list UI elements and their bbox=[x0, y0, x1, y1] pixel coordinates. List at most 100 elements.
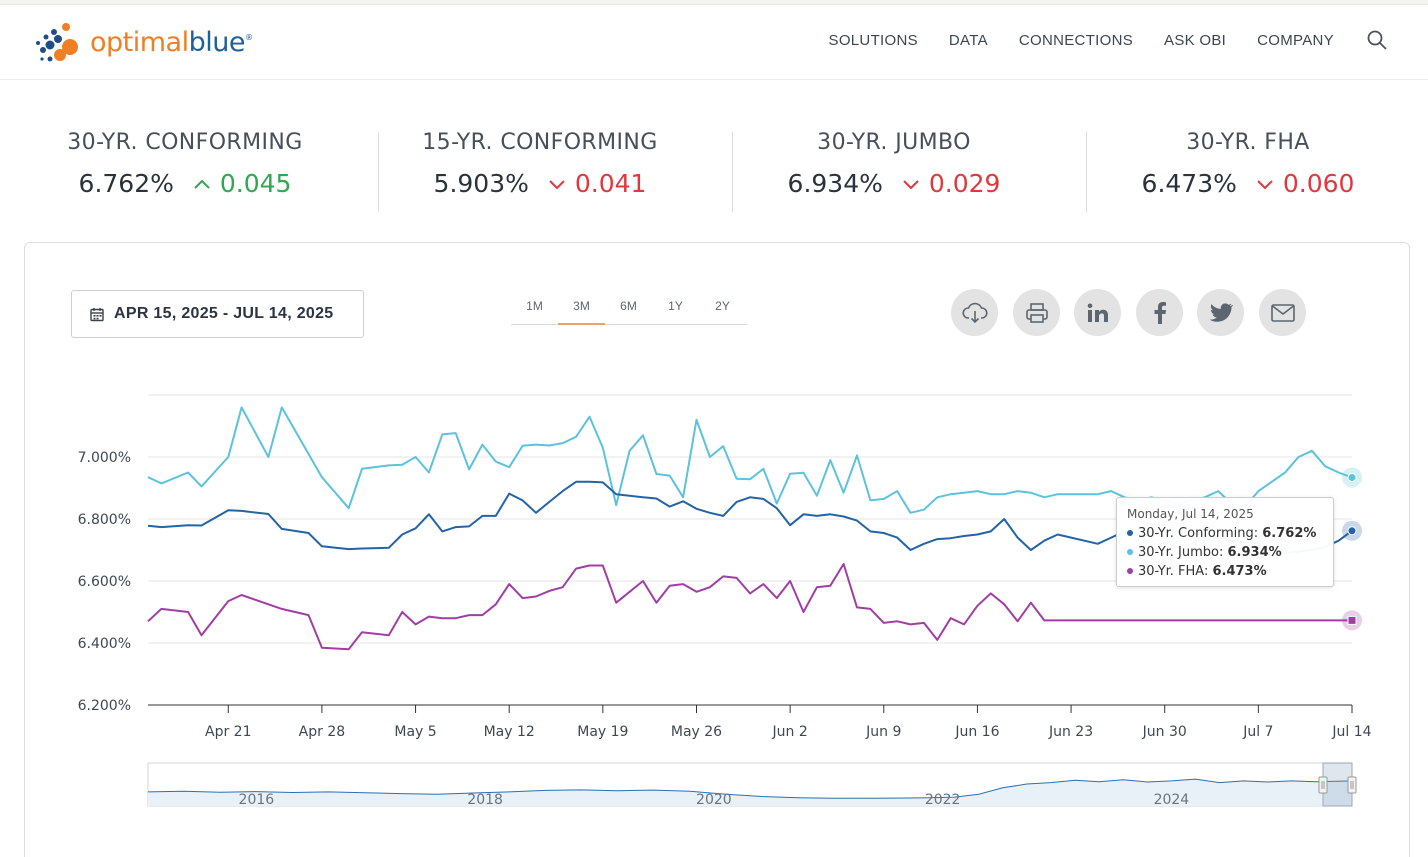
period-3m[interactable]: 3M bbox=[558, 295, 605, 325]
chevron-down-icon bbox=[1257, 179, 1273, 189]
y-tick-label: 6.600% bbox=[78, 574, 131, 590]
stat-change: 0.045 bbox=[219, 169, 292, 198]
facebook-button[interactable] bbox=[1136, 289, 1183, 336]
search-icon[interactable] bbox=[1366, 29, 1388, 51]
stat-rate: 6.473% bbox=[1141, 169, 1237, 198]
period-1y[interactable]: 1Y bbox=[668, 299, 683, 313]
download-button[interactable] bbox=[951, 289, 998, 336]
calendar-icon bbox=[90, 307, 104, 321]
navigator[interactable]: 2016 2018 2020 2022 2024 bbox=[147, 762, 1357, 808]
legend-dot-icon bbox=[1127, 548, 1133, 555]
tooltip-row-conforming: 30-Yr. Conforming: 6.762% bbox=[1127, 524, 1323, 543]
chevron-down-icon bbox=[549, 179, 565, 189]
linkedin-button[interactable] bbox=[1074, 289, 1121, 336]
stat-30yr-conforming: 30-YR. CONFORMING 6.762% 0.045 bbox=[15, 130, 355, 198]
stat-label: 30-YR. FHA bbox=[1186, 130, 1310, 155]
stat-30yr-fha: 30-YR. FHA 6.473% 0.060 bbox=[1078, 130, 1418, 198]
stat-change: 0.029 bbox=[928, 169, 1001, 198]
tooltip-label: 30-Yr. Jumbo: bbox=[1138, 545, 1228, 560]
twitter-icon bbox=[1208, 302, 1233, 322]
stat-rate: 6.934% bbox=[787, 169, 883, 198]
print-button[interactable] bbox=[1013, 289, 1060, 336]
top-border bbox=[0, 0, 1428, 5]
nav-company[interactable]: COMPANY bbox=[1257, 31, 1334, 49]
nav-connections[interactable]: CONNECTIONS bbox=[1018, 31, 1134, 49]
navigator-year-label: 2016 bbox=[239, 792, 275, 808]
navigator-handle-left[interactable] bbox=[1318, 776, 1328, 794]
nav-ask-obi[interactable]: ASK OBI bbox=[1164, 31, 1227, 49]
x-tick-label: Jul 14 bbox=[1331, 724, 1371, 740]
tooltip-date: Monday, Jul 14, 2025 bbox=[1127, 507, 1254, 521]
tooltip-value: 6.473% bbox=[1212, 564, 1267, 579]
y-tick-label: 7.000% bbox=[78, 450, 131, 466]
y-tick-label: 6.800% bbox=[78, 512, 131, 528]
period-1m[interactable]: 1M bbox=[526, 299, 543, 313]
logo-mark-icon bbox=[36, 23, 78, 62]
legend-dot-icon bbox=[1127, 529, 1133, 536]
stat-divider bbox=[378, 132, 379, 212]
chevron-down-icon bbox=[903, 179, 919, 189]
main-nav: SOLUTIONS DATA CONNECTIONS ASK OBI COMPA… bbox=[798, 29, 1388, 51]
linkedin-icon bbox=[1087, 303, 1108, 322]
brand-name-part2: blue bbox=[188, 26, 246, 58]
nav-data[interactable]: DATA bbox=[948, 31, 988, 49]
x-tick-label: May 19 bbox=[577, 724, 628, 740]
chevron-up-icon bbox=[194, 179, 210, 189]
stat-change: 0.060 bbox=[1282, 169, 1355, 198]
email-button[interactable] bbox=[1259, 289, 1306, 336]
navigator-year-label: 2022 bbox=[925, 792, 961, 808]
logo[interactable]: optimalblue® bbox=[30, 16, 253, 68]
rate-stats: 30-YR. CONFORMING 6.762% 0.045 15-YR. CO… bbox=[0, 130, 1428, 212]
x-tick-label: Jun 30 bbox=[1142, 724, 1187, 740]
date-range-picker[interactable]: APR 15, 2025 - JUL 14, 2025 bbox=[71, 290, 364, 338]
tooltip-label: 30-Yr. FHA: bbox=[1138, 564, 1213, 579]
x-tick-label: May 5 bbox=[394, 724, 436, 740]
y-tick-label: 6.400% bbox=[78, 636, 131, 652]
twitter-button[interactable] bbox=[1197, 289, 1244, 336]
navigator-area bbox=[148, 779, 1352, 806]
stat-change: 0.041 bbox=[574, 169, 647, 198]
navigator-year-label: 2018 bbox=[467, 792, 503, 808]
x-tick-label: Jun 2 bbox=[772, 724, 808, 740]
stat-30yr-jumbo: 30-YR. JUMBO 6.934% 0.029 bbox=[724, 130, 1064, 198]
navigator-year-label: 2024 bbox=[1154, 792, 1190, 808]
legend-dot-icon bbox=[1127, 567, 1133, 574]
x-tick-label: Jun 23 bbox=[1048, 724, 1093, 740]
axis-layer: 6.200% 6.400% 6.600% 6.800% 7.000% Apr 21 Apr … bbox=[78, 450, 1372, 740]
stat-rate: 6.762% bbox=[78, 169, 174, 198]
facebook-icon bbox=[1154, 301, 1166, 324]
period-selector: 1M 3M 6M 1Y 2Y bbox=[511, 295, 747, 325]
stat-label: 30-YR. CONFORMING bbox=[67, 130, 303, 155]
x-tick-label: Jul 7 bbox=[1242, 724, 1273, 740]
brand-name-part1: optimal bbox=[90, 26, 189, 58]
x-tick-label: Apr 21 bbox=[205, 724, 251, 740]
brand-registered-mark: ® bbox=[244, 32, 253, 42]
stat-15yr-conforming: 15-YR. CONFORMING 5.903% 0.041 bbox=[370, 130, 710, 198]
site-header: optimalblue® SOLUTIONS DATA CONNECTIONS … bbox=[0, 5, 1428, 80]
period-6m[interactable]: 6M bbox=[620, 299, 637, 313]
x-tick-label: May 26 bbox=[671, 724, 722, 740]
x-tick-label: Apr 28 bbox=[299, 724, 345, 740]
marker-layer bbox=[1342, 467, 1362, 631]
stat-label: 30-YR. JUMBO bbox=[817, 130, 971, 155]
point-marker-jumbo bbox=[1347, 472, 1357, 482]
navigator-handle-right[interactable] bbox=[1347, 776, 1357, 794]
y-tick-label: 6.200% bbox=[78, 698, 131, 714]
tooltip-row-jumbo: 30-Yr. Jumbo: 6.934% bbox=[1127, 543, 1323, 562]
stat-rate: 5.903% bbox=[433, 169, 529, 198]
tooltip-value: 6.762% bbox=[1262, 526, 1317, 541]
nav-solutions[interactable]: SOLUTIONS bbox=[828, 31, 918, 49]
x-tick-label: Jun 9 bbox=[865, 724, 901, 740]
point-marker-conforming bbox=[1347, 526, 1357, 536]
navigator-line bbox=[147, 778, 1353, 799]
tooltip-row-fha: 30-Yr. FHA: 6.473% bbox=[1127, 562, 1323, 581]
stat-divider bbox=[732, 132, 733, 212]
navigator-year-label: 2020 bbox=[696, 792, 732, 808]
x-tick-label: May 12 bbox=[484, 724, 535, 740]
stat-label: 15-YR. CONFORMING bbox=[422, 130, 658, 155]
email-icon bbox=[1270, 303, 1295, 322]
brand-name: optimalblue® bbox=[90, 26, 253, 58]
period-2y[interactable]: 2Y bbox=[715, 299, 730, 313]
download-icon bbox=[961, 302, 988, 323]
